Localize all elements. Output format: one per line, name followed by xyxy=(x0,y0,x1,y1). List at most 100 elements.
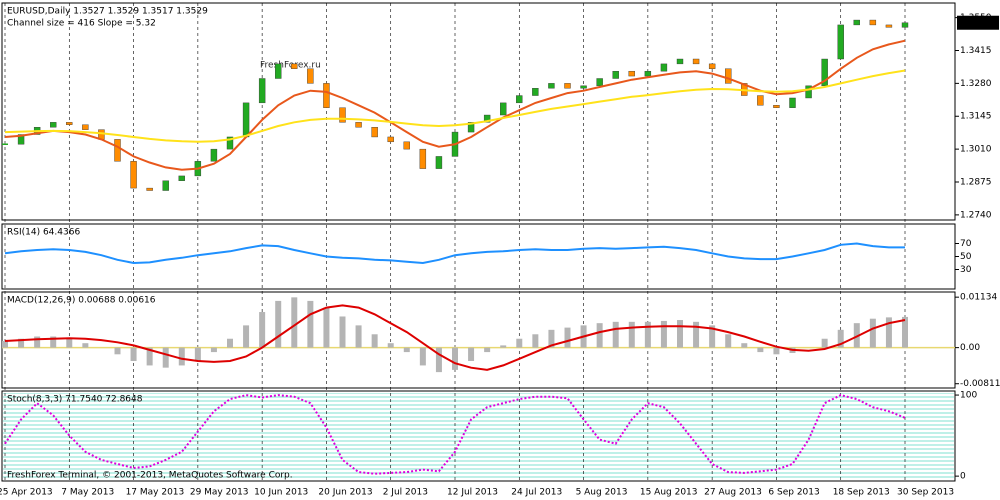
candle xyxy=(483,114,491,123)
histogram-bar xyxy=(210,347,217,353)
y-tick-label: 1.2875 xyxy=(960,178,992,188)
histogram-bar xyxy=(275,300,282,348)
histogram-bar xyxy=(725,334,732,348)
candle xyxy=(901,22,909,28)
x-tick-label: 10 Jun 2013 xyxy=(254,488,308,498)
candle xyxy=(339,107,346,123)
stoch-band xyxy=(3,393,954,480)
y-tick-label: 0.00 xyxy=(960,343,980,353)
y-tick-label: 1.3010 xyxy=(960,145,992,155)
panel-frame xyxy=(1,291,956,389)
histogram-bar xyxy=(773,347,780,355)
candle xyxy=(419,148,427,169)
histogram-bar xyxy=(757,347,764,353)
histogram-bar xyxy=(869,318,876,348)
x-tick-label: 17 May 2013 xyxy=(126,488,185,498)
panel-title: EURUSD,Daily 1.3527 1.3529 1.3517 1.3529 xyxy=(7,7,208,17)
candle xyxy=(821,58,828,87)
x-tick-label: 27 Aug 2013 xyxy=(704,488,762,498)
candle xyxy=(291,63,298,69)
x-tick-label: 2 Jul 2013 xyxy=(383,488,428,498)
candle xyxy=(242,102,250,138)
histogram-bar xyxy=(227,338,233,348)
histogram-bar xyxy=(516,338,523,348)
panel-frame xyxy=(1,2,956,221)
candle xyxy=(708,63,716,69)
y-tick-label: -0.00811 xyxy=(960,379,1000,389)
y-tick-label: 70 xyxy=(960,239,972,249)
histogram-bar xyxy=(644,321,651,348)
histogram-bar xyxy=(130,347,137,361)
candle xyxy=(130,161,137,189)
histogram-bar xyxy=(403,347,410,353)
x-tick-label: 7 May 2013 xyxy=(61,488,114,498)
candle xyxy=(805,85,812,99)
candle xyxy=(210,148,218,162)
candle xyxy=(178,175,185,181)
histogram-bar xyxy=(307,300,314,348)
watermark: FreshForex.ru xyxy=(260,61,321,71)
histogram-bar xyxy=(82,343,89,348)
histogram-bar xyxy=(18,338,25,348)
y-tick-label: 1.3280 xyxy=(960,79,992,89)
candle xyxy=(467,122,475,133)
x-tick-label: 20 Jun 2013 xyxy=(318,488,372,498)
histogram-bar xyxy=(114,347,121,355)
candle xyxy=(82,124,89,130)
panel-title: Stoch(8,3,3) 71.7540 72.8648 xyxy=(7,395,143,405)
candle xyxy=(676,58,684,65)
histogram-bar xyxy=(435,347,442,373)
candle xyxy=(837,24,844,60)
candle xyxy=(757,95,764,106)
histogram-bar xyxy=(387,343,394,348)
candle xyxy=(323,83,330,108)
histogram-bar xyxy=(34,336,41,348)
histogram-bar xyxy=(243,325,250,348)
candle xyxy=(162,180,169,191)
candle xyxy=(564,83,571,89)
histogram-bar xyxy=(821,338,828,348)
histogram-bar xyxy=(162,347,169,368)
histogram-bar xyxy=(259,312,266,348)
histogram-bar xyxy=(837,329,844,348)
y-tick-label: 0.01134 xyxy=(960,293,997,303)
candle xyxy=(725,68,732,84)
histogram-bar xyxy=(548,329,555,348)
histogram-bar xyxy=(323,307,330,348)
candle xyxy=(114,139,121,162)
series-line xyxy=(4,39,906,171)
candle xyxy=(580,85,587,89)
y-tick-label: 1.3415 xyxy=(960,46,992,56)
histogram-bar xyxy=(500,345,507,348)
histogram-bar xyxy=(178,347,185,366)
histogram-bar xyxy=(902,316,908,348)
candle xyxy=(596,78,603,87)
histogram-bar xyxy=(532,334,539,348)
candle xyxy=(773,105,780,108)
candle xyxy=(548,83,555,89)
y-tick-label: 1.2740 xyxy=(960,210,992,220)
candle xyxy=(50,122,57,128)
series-line xyxy=(4,394,906,475)
histogram-bar xyxy=(66,338,73,348)
series-line xyxy=(4,304,906,371)
histogram-bar xyxy=(419,347,426,366)
copyright: FreshForex Terminal, © 2001-2013, MetaQu… xyxy=(7,471,293,481)
histogram-bar xyxy=(50,336,57,348)
candle xyxy=(516,95,523,104)
panel-frame xyxy=(1,390,956,482)
panel-subtitle: Channel size = 416 Slope = 5.32 xyxy=(7,19,156,29)
candle xyxy=(532,88,539,96)
y-tick-label: 30 xyxy=(960,265,972,275)
last-price-label: 1.3529 xyxy=(962,18,994,28)
histogram-bar xyxy=(371,334,378,348)
histogram-bar xyxy=(146,347,153,366)
x-tick-label: 25 Apr 2013 xyxy=(0,488,53,498)
y-tick-label: 50 xyxy=(960,252,972,262)
x-tick-label: 30 Sep 2013 xyxy=(897,488,954,498)
candle xyxy=(403,141,410,150)
x-tick-label: 24 Jul 2013 xyxy=(511,488,562,498)
candle xyxy=(307,68,314,84)
panel-title: MACD(12,26,9) 0.00688 0.00616 xyxy=(7,296,156,306)
x-tick-label: 5 Aug 2013 xyxy=(576,488,628,498)
